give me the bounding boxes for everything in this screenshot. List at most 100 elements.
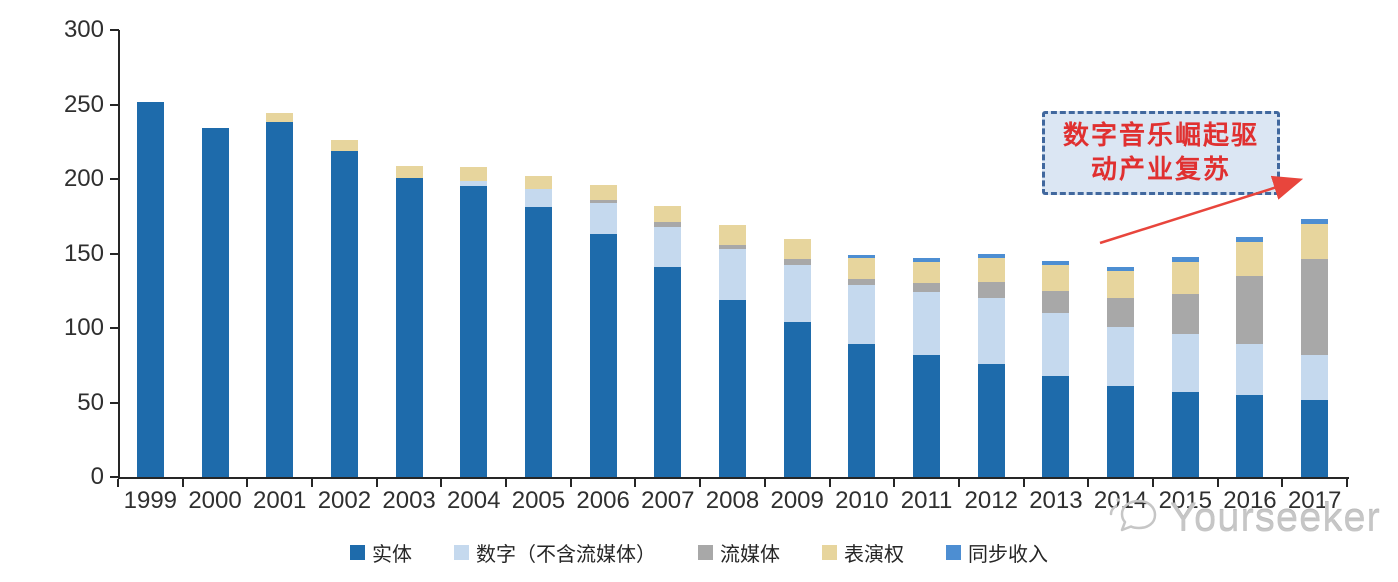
- x-tick: [440, 479, 443, 487]
- bar-segment: [913, 283, 941, 293]
- x-tick: [569, 479, 572, 487]
- y-tick-label: 250: [63, 90, 104, 118]
- legend: 实体 数字（不含流媒体） 流媒体 表演权 同步收入: [0, 538, 1398, 567]
- x-tick-label: 2016: [1223, 487, 1277, 514]
- bar-segment: [524, 207, 552, 477]
- bar-2012: [977, 253, 1005, 477]
- bar-segment: [719, 299, 746, 477]
- bar-segment: [977, 281, 1005, 299]
- x-tick-label: 2006: [576, 487, 630, 514]
- bar-2006: [589, 185, 617, 477]
- x-tick: [1281, 479, 1284, 487]
- bar-segment: [654, 266, 682, 477]
- bar-segment: [719, 249, 746, 300]
- bar-segment: [266, 113, 294, 123]
- bar-segment: [913, 262, 941, 284]
- bar-segment: [1171, 333, 1199, 393]
- bar-2009: [783, 238, 811, 477]
- legend-item: 流媒体: [698, 538, 780, 567]
- bar-segment: [1042, 260, 1070, 266]
- bar-segment: [783, 259, 811, 266]
- x-tick-label: 2012: [964, 487, 1018, 514]
- x-axis: [118, 477, 1349, 479]
- legend-swatch: [350, 545, 365, 560]
- x-tick: [1087, 479, 1090, 487]
- bar-segment: [1301, 259, 1329, 355]
- bar-segment: [848, 255, 876, 258]
- legend-swatch: [454, 545, 469, 560]
- y-tick: [110, 103, 119, 106]
- bar-segment: [266, 122, 294, 477]
- bar-2003: [395, 165, 423, 477]
- x-tick: [634, 479, 637, 487]
- y-tick: [110, 401, 119, 404]
- bar-segment: [524, 176, 552, 190]
- bar-segment: [524, 189, 552, 208]
- bar-2010: [848, 255, 876, 477]
- legend-swatch: [822, 545, 837, 560]
- bar-2007: [654, 205, 682, 477]
- bar-segment: [201, 128, 229, 477]
- bar-segment: [848, 284, 876, 345]
- y-tick-label: 0: [90, 463, 104, 490]
- bar-segment: [977, 298, 1005, 364]
- bar-2015: [1171, 256, 1199, 477]
- x-tick-label: 2017: [1287, 487, 1342, 514]
- x-tick: [375, 479, 378, 487]
- bar-segment: [589, 199, 617, 203]
- bar-segment: [1236, 395, 1264, 477]
- x-tick: [763, 479, 766, 487]
- legend-item: 实体: [350, 538, 412, 567]
- x-tick-label: 2010: [835, 487, 889, 514]
- x-tick: [1022, 479, 1025, 487]
- x-tick-label: 2014: [1093, 487, 1148, 514]
- x-tick-label: 2009: [770, 487, 824, 514]
- bar-2004: [460, 167, 488, 477]
- x-tick-label: 2015: [1158, 487, 1212, 514]
- bar-segment: [1301, 354, 1329, 400]
- bar-segment: [913, 354, 941, 477]
- bar-segment: [783, 238, 811, 260]
- bar-segment: [654, 226, 682, 267]
- bar-segment: [719, 244, 746, 250]
- bar-segment: [460, 186, 488, 477]
- bar-2016: [1236, 237, 1264, 477]
- bar-segment: [977, 363, 1005, 477]
- legend-label: 同步收入: [968, 544, 1048, 566]
- bar-segment: [654, 222, 682, 227]
- y-tick-label: 300: [63, 16, 104, 43]
- bar-segment: [913, 292, 941, 355]
- y-axis: [118, 30, 120, 479]
- legend-item: 表演权: [822, 538, 904, 567]
- legend-label: 表演权: [844, 544, 904, 566]
- y-tick-label: 150: [63, 239, 104, 267]
- bar-segment: [783, 265, 811, 323]
- legend-label: 流媒体: [720, 544, 780, 566]
- bar-segment: [654, 205, 682, 223]
- y-tick: [110, 327, 119, 329]
- legend-swatch: [946, 545, 961, 560]
- x-tick-label: 2005: [511, 487, 566, 514]
- bar-2005: [524, 176, 552, 477]
- bar-2014: [1107, 266, 1135, 477]
- bar-1999: [136, 101, 164, 477]
- x-tick-label: 2002: [317, 487, 372, 514]
- bar-segment: [1042, 375, 1070, 477]
- legend-label: 实体: [372, 544, 412, 566]
- y-tick: [110, 29, 119, 31]
- legend-item: 数字（不含流媒体）: [454, 538, 656, 567]
- x-tick: [957, 479, 960, 487]
- legend-swatch: [698, 545, 713, 560]
- bar-segment: [589, 234, 617, 477]
- bar-segment: [977, 258, 1005, 282]
- y-tick: [110, 476, 119, 478]
- annotation-box: 数字音乐崛起驱 动产业复苏: [1042, 111, 1280, 195]
- bar-segment: [913, 257, 941, 263]
- bar-segment: [1171, 392, 1199, 477]
- bar-2008: [719, 225, 746, 477]
- x-tick: [1216, 479, 1219, 487]
- x-tick: [181, 479, 184, 487]
- x-tick-label: 2000: [188, 487, 242, 514]
- bar-2001: [266, 113, 294, 477]
